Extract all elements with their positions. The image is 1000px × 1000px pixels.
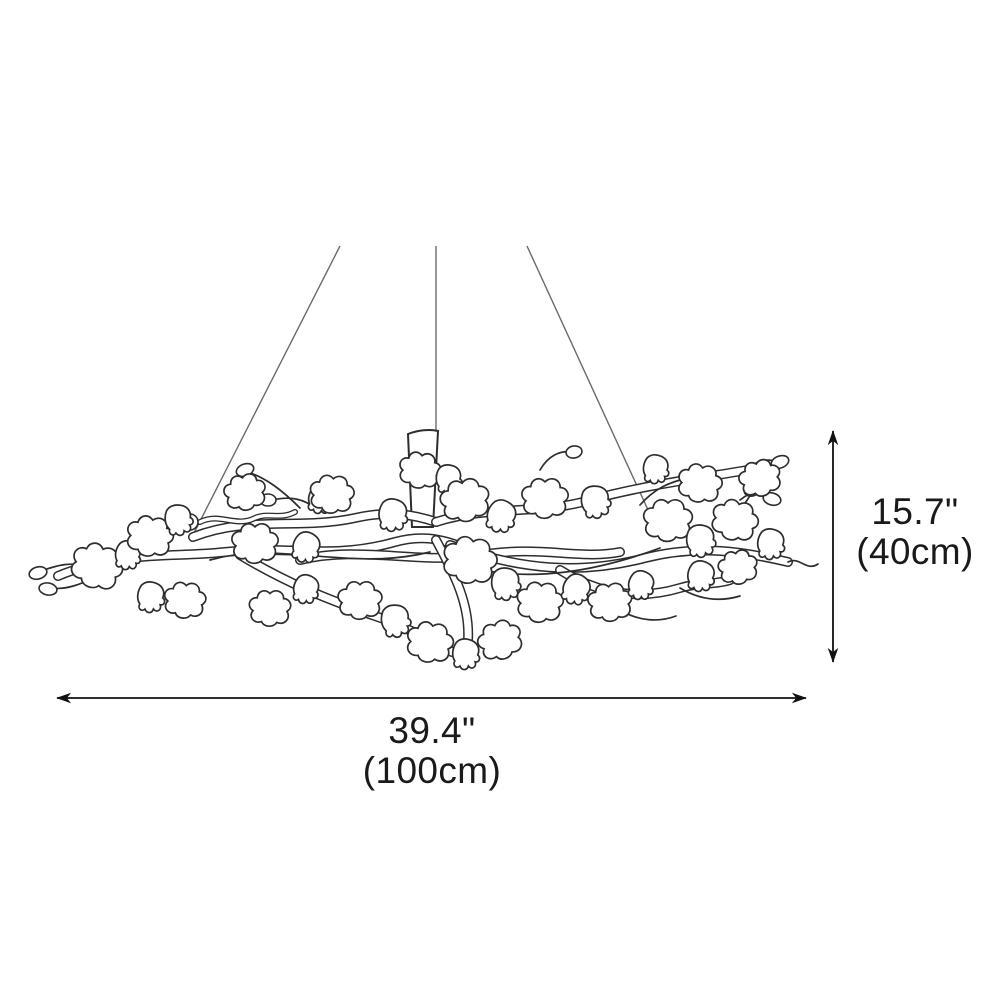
suspension-wire-right xyxy=(526,245,650,513)
bud xyxy=(28,565,48,581)
width-dimension-label: 39.4" (100cm) xyxy=(322,711,542,791)
bud xyxy=(38,582,58,596)
bud xyxy=(565,445,583,459)
height-value-metric: (40cm) xyxy=(856,531,974,572)
width-value-metric: (100cm) xyxy=(362,750,502,791)
height-dimension-label: 15.7" (40cm) xyxy=(840,492,990,572)
suspension-wire-left xyxy=(192,245,341,536)
suspension-wires xyxy=(192,245,650,536)
width-value-inches: 39.4" xyxy=(388,710,476,751)
branch-tail-right xyxy=(787,559,819,568)
height-value-inches: 15.7" xyxy=(871,491,959,532)
